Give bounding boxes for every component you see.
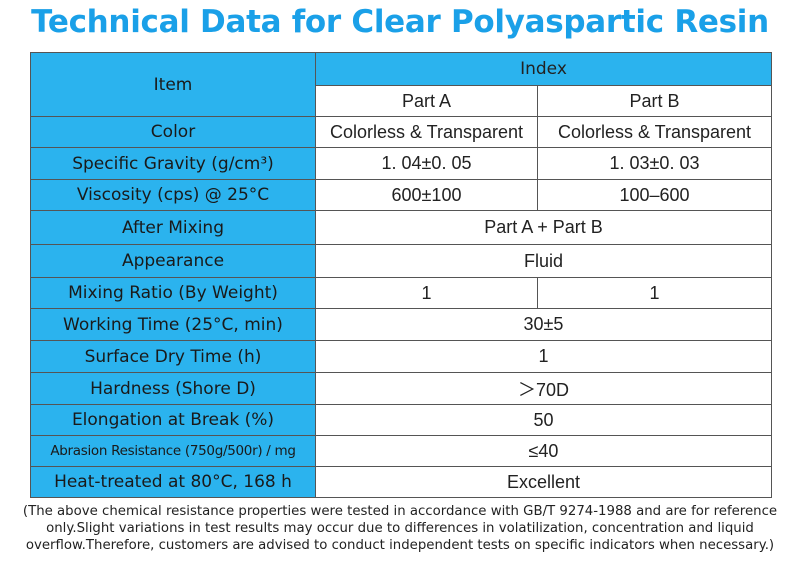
row-label: After Mixing xyxy=(30,210,316,245)
merged-value: Fluid xyxy=(315,244,772,278)
merged-value: ＞70D xyxy=(315,372,772,405)
part-a-value: Colorless & Transparent xyxy=(315,116,538,148)
row-label: Color xyxy=(30,116,316,148)
part-a-value: 1 xyxy=(315,277,538,309)
part-a-value: 600±100 xyxy=(315,179,538,211)
row-label: Elongation at Break (%) xyxy=(30,404,316,436)
page-title: Technical Data for Clear Polyaspartic Re… xyxy=(31,4,769,40)
part-a-header: Part A xyxy=(315,85,538,117)
row-label: Working Time (25°C, min) xyxy=(30,308,316,341)
row-label: Mixing Ratio (By Weight) xyxy=(30,277,316,309)
row-label: Abrasion Resistance (750g/500r) / mg xyxy=(30,435,316,467)
part-b-value: 100–600 xyxy=(537,179,772,211)
part-b-header: Part B xyxy=(537,85,772,117)
row-label: Hardness (Shore D) xyxy=(30,372,316,405)
merged-value: 1 xyxy=(315,340,772,373)
merged-value: ≤40 xyxy=(315,435,772,467)
row-label: Surface Dry Time (h) xyxy=(30,340,316,373)
part-b-value: 1 xyxy=(537,277,772,309)
part-a-value: 1. 04±0. 05 xyxy=(315,147,538,180)
row-label: Heat-treated at 80°C, 168 h xyxy=(30,466,316,498)
row-label: Specific Gravity (g/cm³) xyxy=(30,147,316,180)
merged-value: Excellent xyxy=(315,466,772,498)
row-label: Viscosity (cps) @ 25°C xyxy=(30,179,316,211)
index-header: Index xyxy=(315,52,772,86)
merged-value: 50 xyxy=(315,404,772,436)
disclaimer-note: (The above chemical resistance propertie… xyxy=(22,504,778,554)
part-b-value: 1. 03±0. 03 xyxy=(537,147,772,180)
merged-value: Part A + Part B xyxy=(315,210,772,245)
merged-value: 30±5 xyxy=(315,308,772,341)
item-header: Item xyxy=(30,52,316,117)
part-b-value: Colorless & Transparent xyxy=(537,116,772,148)
technical-data-table: Item Index Part A Part B Color Colorless… xyxy=(30,52,772,498)
row-label: Appearance xyxy=(30,244,316,278)
